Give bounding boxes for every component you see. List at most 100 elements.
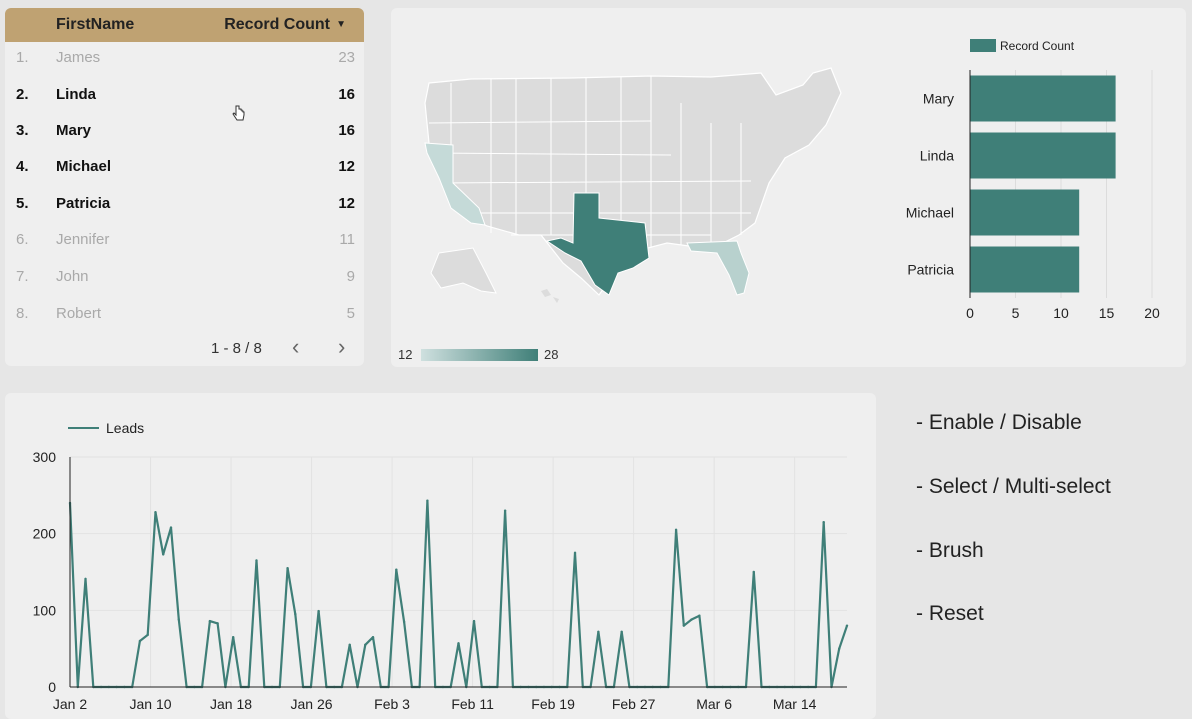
row-name: Linda (56, 86, 96, 103)
california (424, 142, 486, 226)
leads-point (286, 566, 289, 570)
line-y-tick-label: 300 (33, 449, 57, 465)
line-x-tick-label: Feb 27 (612, 696, 656, 712)
bar-category-labels: Mary Linda Michael Patricia (906, 91, 954, 278)
note-reset: - Reset (916, 602, 984, 625)
line-chart[interactable]: Leads 0 100 200 300 Jan 2 Jan 10 Jan 18 Jan 26… (5, 393, 876, 719)
leads-point (177, 618, 180, 621)
leads-point (169, 526, 173, 529)
column-header-firstname[interactable]: FirstName (56, 16, 135, 33)
line-y-tick-label: 0 (48, 679, 56, 695)
line-x-tick-label: Feb 3 (374, 696, 410, 712)
leads-point (838, 647, 841, 650)
row-value: 11 (339, 231, 355, 248)
alaska (430, 247, 497, 294)
row-name: Patricia (56, 195, 111, 212)
bar-tick-label: 5 (1012, 305, 1020, 321)
leads-point (154, 511, 157, 514)
leads-point (682, 624, 686, 627)
map-legend-min: 12 (398, 347, 413, 362)
next-page-button[interactable]: › (338, 334, 346, 359)
state-borders (428, 76, 752, 263)
line-x-tick-label: Jan 10 (129, 696, 171, 712)
leads-point (208, 619, 212, 623)
leads-point (255, 559, 258, 562)
leads-point (231, 635, 235, 639)
leads-point (84, 577, 87, 581)
leads-series-line[interactable] (68, 499, 849, 689)
line-x-tick-label: Feb 19 (531, 696, 575, 712)
table-card: FirstName Record Count ▼ 1. James 23 2. … (5, 8, 364, 366)
bar-tick-label: 0 (966, 305, 974, 321)
leads-point (845, 624, 849, 627)
bar-category-label: Michael (906, 205, 954, 221)
line-chart-card: Leads 0 100 200 300 Jan 2 Jan 10 Jan 18 Jan 26… (5, 393, 876, 719)
bar-patricia[interactable] (970, 246, 1080, 293)
table-row[interactable]: 7. John 9 (5, 259, 364, 295)
table-row[interactable]: 6. Jennifer 11 (5, 222, 364, 258)
hawaii (541, 289, 559, 303)
table-row[interactable]: 8. Robert 5 (5, 296, 364, 332)
line-y-tick-label: 100 (33, 602, 57, 618)
leads-point (698, 614, 701, 617)
row-name: Jennifer (56, 231, 110, 248)
us-choropleth-map[interactable] (411, 63, 851, 318)
leads-points (68, 499, 849, 689)
previous-page-button[interactable]: ‹ (292, 334, 300, 359)
line-x-tick-label: Jan 26 (291, 696, 333, 712)
leads-point (752, 570, 755, 574)
bar-category-label: Patricia (907, 262, 954, 278)
bar-tick-label: 10 (1053, 305, 1069, 321)
leads-point (317, 609, 320, 613)
bar-marks (970, 75, 1116, 293)
sort-descending-icon[interactable]: ▼ (336, 19, 346, 30)
map-card: 12 28 (391, 8, 1186, 367)
hand-cursor-icon (232, 105, 245, 121)
table-row[interactable]: 3. Mary 16 (5, 113, 364, 149)
bar-legend-label: Record Count (1000, 39, 1075, 53)
bar-category-label: Mary (923, 91, 954, 107)
leads-point (294, 612, 297, 616)
table-row[interactable]: 4. Michael 12 (5, 149, 364, 185)
row-value: 12 (338, 158, 355, 175)
row-value: 16 (338, 86, 355, 103)
line-x-tick-label: Mar 6 (696, 696, 732, 712)
row-index: 3. (16, 122, 29, 139)
pagination-label: 1 - 8 / 8 (211, 340, 262, 357)
row-name: John (56, 268, 89, 285)
table-row[interactable]: 1. James 23 (5, 40, 364, 76)
bar-category-label: Linda (920, 148, 954, 164)
column-header-record-count[interactable]: Record Count (224, 16, 330, 33)
line-x-tick-label: Jan 18 (210, 696, 252, 712)
table-header: FirstName Record Count ▼ (5, 8, 364, 42)
line-x-tick-labels: Jan 2 Jan 10 Jan 18 Jan 26 Feb 3 Feb 11 Feb 19… (53, 696, 817, 712)
leads-point (573, 551, 577, 555)
line-y-tick-label: 200 (33, 526, 57, 542)
bar-linda[interactable] (970, 132, 1116, 179)
leads-point (146, 633, 149, 637)
leads-point (620, 630, 623, 633)
leads-point (162, 553, 165, 556)
table-row[interactable]: 2. Linda 16 (5, 77, 364, 113)
table-row[interactable]: 5. Patricia 12 (5, 186, 364, 222)
row-index: 7. (16, 268, 29, 285)
leads-point (402, 620, 406, 624)
row-index: 2. (16, 86, 29, 103)
row-value: 9 (346, 268, 355, 285)
row-index: 4. (16, 158, 29, 175)
row-value: 5 (346, 305, 355, 322)
line-x-tick-label: Feb 11 (451, 696, 494, 712)
note-enable-disable: - Enable / Disable (916, 411, 1082, 434)
bar-mary[interactable] (970, 75, 1116, 122)
row-name: Robert (56, 305, 102, 322)
map-legend-max: 28 (544, 347, 559, 362)
note-select-multiselect: - Select / Multi-select (916, 475, 1111, 498)
row-index: 1. (16, 49, 29, 66)
row-name: Michael (56, 158, 112, 175)
bar-tick-label: 20 (1144, 305, 1160, 321)
florida (686, 240, 750, 296)
leads-point (822, 520, 825, 524)
bar-chart[interactable]: Record Count Mary Linda Michael Patricia 0 5… (890, 30, 1180, 340)
note-brush: - Brush (916, 539, 984, 562)
bar-michael[interactable] (970, 189, 1080, 236)
